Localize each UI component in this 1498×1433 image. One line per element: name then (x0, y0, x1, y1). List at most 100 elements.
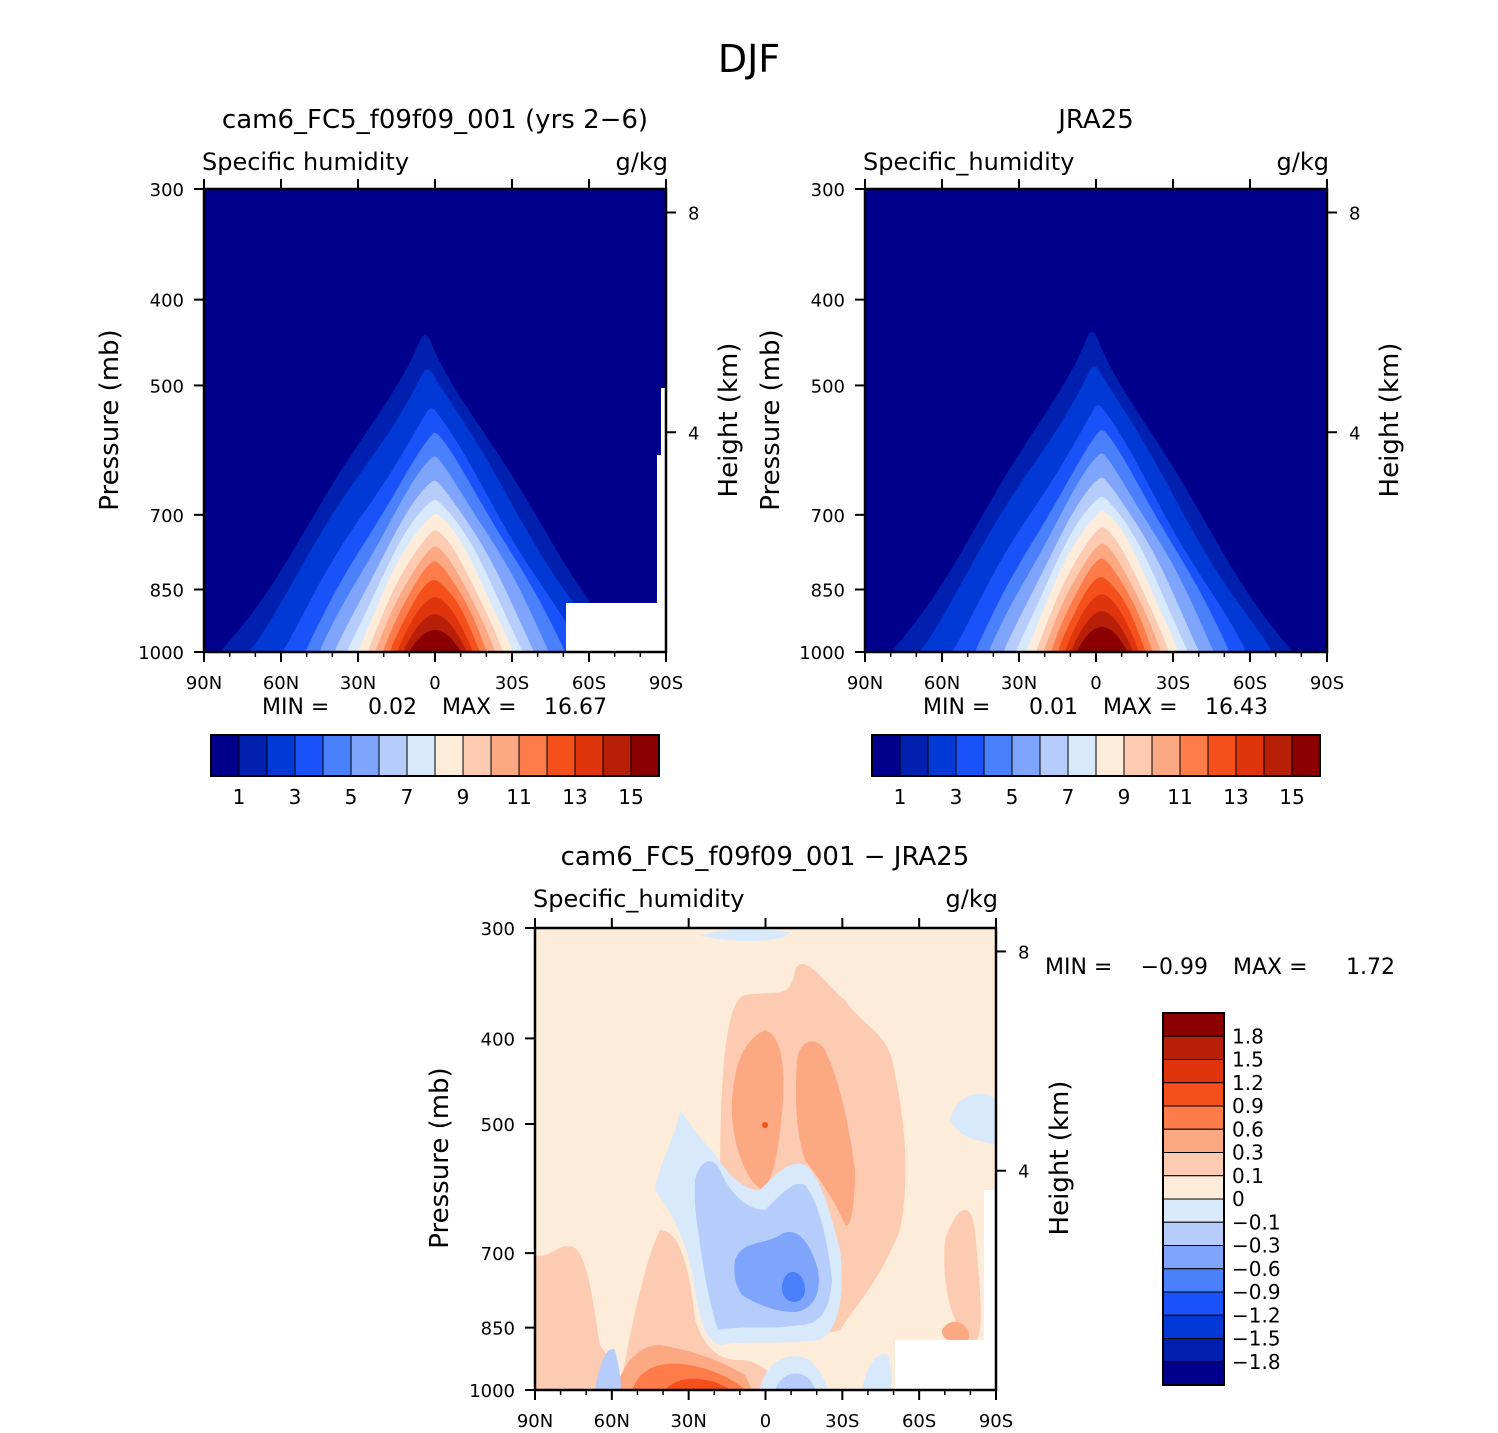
colorbar-tick-label: −0.9 (1232, 1280, 1281, 1304)
panel-obs-max-label: MAX = (1103, 695, 1178, 720)
colorbar-swatch (983, 734, 1013, 777)
colorbar-frame (210, 734, 660, 777)
panel-obs-min-label: MIN = (923, 695, 990, 720)
x-tick-label: 60N (924, 673, 960, 694)
diff-positive-region-05 (731, 1030, 784, 1190)
x-tick-label: 90S (1310, 673, 1344, 694)
colorbar-swatch (546, 734, 576, 777)
colorbar-tick-label: 5 (1006, 785, 1019, 809)
panel-obs-min-value: 0.01 (1029, 695, 1078, 720)
panel-obs: JRA25 Specific_humidity g/kg 90N 60N 30N 0 3… (756, 105, 1405, 809)
colorbar-swatch (350, 734, 380, 777)
colorbar-swatch (1162, 1338, 1225, 1363)
diff-positive-region-02 (535, 1246, 625, 1390)
panel-model: cam6_FC5_f09f09_001 (yrs 2−6) Specific h… (95, 105, 744, 809)
colorbar-swatch (1179, 734, 1209, 777)
panel-obs-contours (891, 332, 1293, 652)
y-tick-label: 1000 (799, 643, 845, 664)
colorbar-swatch (1123, 734, 1153, 777)
y-tick-label: 700 (811, 506, 845, 527)
colorbar-tick-label: 1.2 (1232, 1071, 1264, 1095)
panel-model-masked-edge (657, 455, 666, 603)
colorbar-tick-label: 7 (401, 785, 414, 809)
panel-model-title: cam6_FC5_f09f09_001 (yrs 2−6) (222, 105, 648, 135)
x-tick-label: 60N (263, 673, 299, 694)
panel-diff-colorbar: 1.81.51.20.90.60.30.10−0.1−0.3−0.6−0.9−1… (1162, 1012, 1281, 1386)
panel-obs-ylabel2: Height (km) (1375, 343, 1405, 498)
panel-diff-units: g/kg (946, 885, 998, 913)
colorbar-swatch (434, 734, 464, 777)
panel-obs-title: JRA25 (1056, 105, 1134, 135)
colorbar-frame (871, 734, 1321, 777)
colorbar-swatch (871, 734, 901, 777)
y-tick-label: 400 (481, 1029, 515, 1050)
panel-obs-axes: 90N 60N 30N 0 30S 60S 90S 300 400 500 700 850 1000 8 4 (799, 179, 1360, 694)
panel-obs-units: g/kg (1277, 148, 1329, 176)
x-tick-label: 60S (902, 1411, 936, 1432)
y2-tick-label: 8 (1349, 204, 1360, 225)
x-tick-label: 0 (1090, 673, 1101, 694)
colorbar-tick-label: 0.3 (1232, 1141, 1264, 1165)
colorbar-tick-label: 0 (1232, 1187, 1245, 1211)
x-tick-label: 90N (847, 673, 883, 694)
diff-positive-region-06 (795, 1041, 855, 1226)
colorbar-tick-label: 1.8 (1232, 1024, 1264, 1048)
colorbar-tick-label: 1 (233, 785, 246, 809)
colorbar-tick-label: 1.5 (1232, 1048, 1264, 1072)
colorbar-swatch (1095, 734, 1125, 777)
colorbar-swatch (406, 734, 436, 777)
x-tick-label: 90N (186, 673, 222, 694)
y-tick-label: 500 (811, 376, 845, 397)
colorbar-tick-label: 0.6 (1232, 1117, 1264, 1141)
panel-model-max-label: MAX = (442, 695, 517, 720)
colorbar-swatch (1162, 1314, 1225, 1339)
colorbar-swatch (210, 734, 240, 777)
colorbar-swatch (1162, 1152, 1225, 1177)
x-tick-label: 30S (1156, 673, 1190, 694)
diff-negative-region-07 (595, 1349, 621, 1390)
humidity-contour-level-15 (1076, 627, 1128, 652)
colorbar-tick-label: −1.2 (1232, 1303, 1281, 1327)
colorbar-swatch (1067, 734, 1097, 777)
colorbar-tick-label: −1.5 (1232, 1327, 1281, 1351)
y-tick-label: 300 (481, 919, 515, 940)
colorbar-swatch (1162, 1268, 1225, 1293)
x-tick-label: 60N (594, 1411, 630, 1432)
y-tick-label: 400 (150, 291, 184, 312)
panel-model-colorbar: 1 3 5 7 9 11 13 15 (210, 734, 660, 809)
colorbar-frame (1162, 1012, 1225, 1386)
x-tick-label: 0 (429, 673, 440, 694)
x-tick-label: 30N (340, 673, 376, 694)
colorbar-swatch (294, 734, 324, 777)
panel-model-ylabel2: Height (km) (714, 343, 744, 498)
colorbar-swatch (1039, 734, 1069, 777)
panel-model-units: g/kg (616, 148, 668, 176)
diff-local-max (762, 1122, 768, 1128)
colorbar-tick-label: 13 (1223, 785, 1248, 809)
diff-negative-region-04 (781, 1271, 806, 1302)
colorbar-swatch (1162, 1291, 1225, 1316)
colorbar-swatch (1162, 1105, 1225, 1130)
colorbar-tick-label: 9 (457, 785, 470, 809)
colorbar-tick-label: −0.3 (1232, 1234, 1281, 1258)
colorbar-swatch (630, 734, 660, 777)
colorbar-swatch (955, 734, 985, 777)
panel-diff: cam6_FC5_f09f09_001 − JRA25 Specific_hum… (425, 842, 1395, 1432)
y2-tick-label: 8 (1018, 942, 1029, 963)
panel-diff-ylabel: Pressure (mb) (425, 1067, 455, 1248)
colorbar-swatch (378, 734, 408, 777)
panel-diff-max-label: MAX = (1233, 955, 1308, 980)
colorbar-tick-label: 9 (1118, 785, 1131, 809)
diff-negative-region-09 (775, 1373, 815, 1390)
panel-obs-ylabel: Pressure (mb) (756, 329, 786, 510)
y-tick-label: 500 (481, 1115, 515, 1136)
panel-obs-max-value: 16.43 (1205, 695, 1268, 720)
panel-model-min-value: 0.02 (368, 695, 417, 720)
colorbar-tick-label: 7 (1062, 785, 1075, 809)
panel-obs-variable: Specific_humidity (863, 148, 1074, 176)
colorbar-swatch (574, 734, 604, 777)
colorbar-swatch (322, 734, 352, 777)
colorbar-swatch (1235, 734, 1265, 777)
x-tick-label: 60S (1233, 673, 1267, 694)
